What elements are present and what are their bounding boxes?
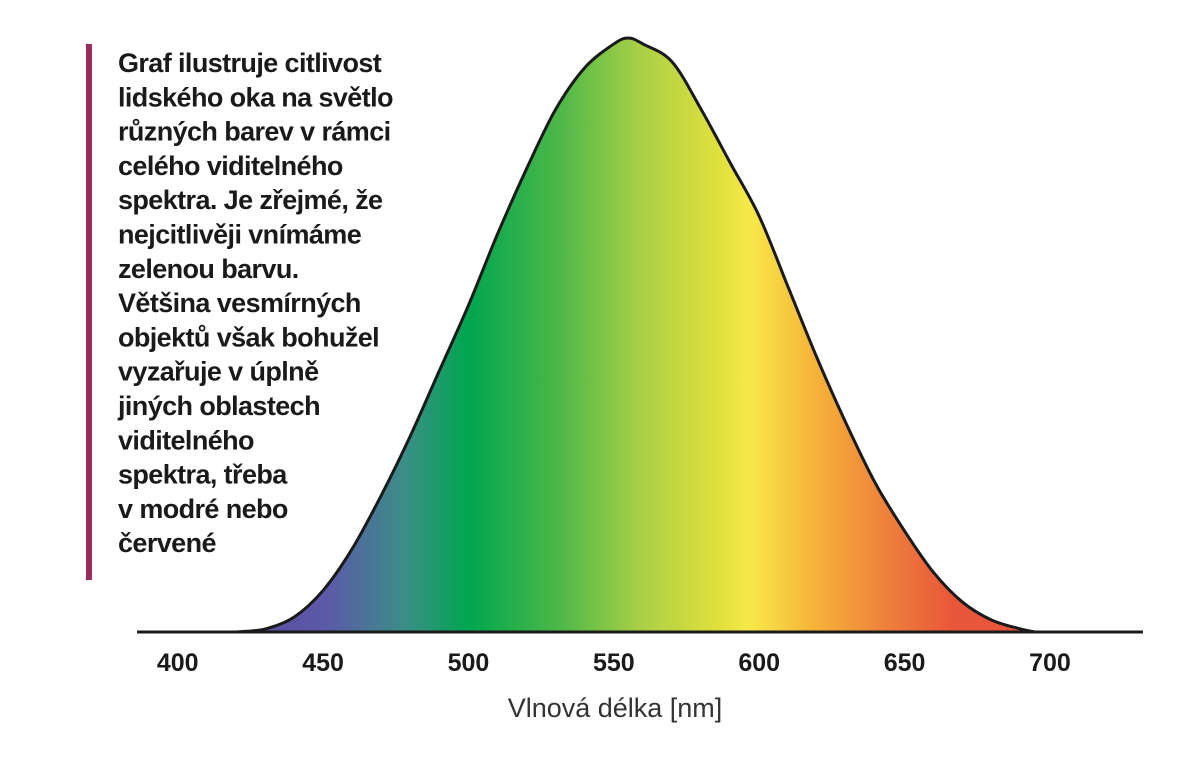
annotation-line: vyzařuje v úplně — [118, 357, 319, 387]
annotation-line: jiných oblastech — [117, 391, 320, 421]
x-tick-label: 650 — [884, 649, 926, 677]
annotation-line: zelenou barvu. — [118, 254, 299, 284]
x-tick-label: 550 — [593, 649, 635, 677]
x-tick-label: 450 — [302, 649, 344, 677]
accent-bar — [86, 44, 92, 580]
annotation-line: Většina vesmírných — [118, 288, 361, 318]
x-tick-label: 600 — [738, 649, 780, 677]
annotation-line: viditelného — [118, 425, 254, 455]
annotation-line: Graf ilustruje citlivost — [118, 48, 382, 78]
annotation-line: spektra. Je zřejmé, že — [118, 185, 383, 215]
x-tick-label: 500 — [448, 649, 490, 677]
annotation-line: spektra, třeba — [118, 460, 288, 490]
x-axis-label: Vlnová délka [nm] — [508, 693, 723, 723]
x-tick-label: 400 — [157, 649, 199, 677]
annotation-line: nejcitlivěji vnímáme — [118, 220, 362, 250]
sensitivity-curve — [235, 36, 1036, 634]
annotation-line: různých barev v rámci — [118, 117, 391, 147]
x-tick-label: 700 — [1029, 649, 1071, 677]
annotation-line: celého viditelného — [118, 151, 343, 181]
annotation-line: lidského oka na světlo — [118, 82, 393, 112]
annotation-line: objektů však bohužel — [118, 322, 379, 352]
annotation-line: v modré nebo — [118, 494, 288, 524]
annotation-line: červené — [118, 528, 216, 558]
